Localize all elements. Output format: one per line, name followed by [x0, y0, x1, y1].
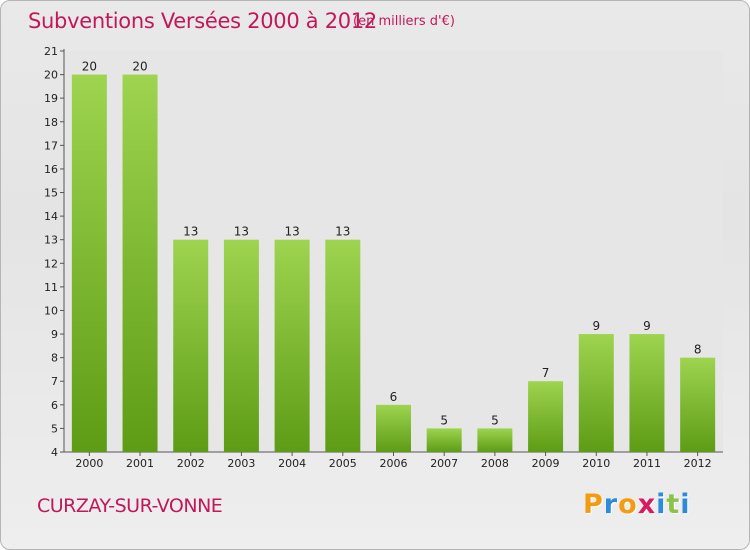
y-tick-label: 9 [51, 328, 58, 341]
data-label: 13 [234, 225, 249, 239]
x-tick-label: 2012 [684, 457, 712, 470]
data-label: 9 [592, 319, 600, 333]
bar [223, 239, 259, 452]
chart-title: Subventions Versées 2000 à 2012 [28, 9, 377, 33]
proxiti-logo: Proxiti [583, 489, 691, 520]
data-label: 13 [335, 225, 350, 239]
x-tick-label: 2008 [481, 457, 509, 470]
y-tick-label: 7 [51, 375, 58, 388]
y-tick-label: 5 [51, 422, 58, 435]
x-tick-label: 2005 [329, 457, 357, 470]
bar [426, 428, 462, 452]
data-label: 5 [491, 413, 499, 427]
bar [122, 74, 158, 453]
y-tick-label: 20 [44, 69, 58, 82]
commune-name: CURZAY-SUR-VONNE [37, 495, 223, 517]
bar [680, 357, 716, 452]
y-tick-label: 8 [51, 352, 58, 365]
y-tick-label: 18 [44, 116, 58, 129]
y-tick-label: 13 [44, 234, 58, 247]
x-tick-label: 2002 [177, 457, 205, 470]
x-tick-label: 2010 [582, 457, 610, 470]
y-tick-label: 6 [51, 399, 58, 412]
x-tick-label: 2004 [278, 457, 306, 470]
y-tick-label: 14 [44, 210, 58, 223]
bar [173, 239, 209, 452]
x-tick-label: 2000 [75, 457, 103, 470]
y-tick-label: 16 [44, 163, 58, 176]
logo-letter: i [656, 489, 667, 520]
data-label: 20 [82, 60, 97, 74]
data-label: 7 [542, 366, 550, 380]
data-label: 5 [440, 413, 448, 427]
y-tick-label: 15 [44, 187, 58, 200]
x-tick-label: 2006 [380, 457, 408, 470]
y-tick-label: 10 [44, 304, 58, 317]
data-label: 8 [694, 343, 702, 357]
data-label: 20 [132, 60, 147, 74]
bar [376, 404, 411, 452]
logo-letter: P [583, 489, 604, 520]
x-tick-label: 2011 [633, 457, 661, 470]
logo-letter: r [603, 489, 619, 520]
x-tick-label: 2007 [430, 457, 458, 470]
y-tick-label: 11 [44, 281, 58, 294]
bar [629, 334, 665, 452]
y-tick-label: 19 [44, 92, 58, 105]
logo-letter: x [637, 489, 657, 520]
data-label: 13 [284, 225, 299, 239]
logo-letter: i [680, 489, 691, 520]
logo-letter: o [618, 489, 638, 520]
x-tick-label: 2001 [126, 457, 154, 470]
bar [325, 239, 361, 452]
bar [274, 239, 310, 452]
data-label: 9 [643, 319, 651, 333]
logo-letter: t [666, 489, 681, 520]
y-tick-label: 12 [44, 257, 58, 270]
data-label: 6 [390, 390, 398, 404]
bar [71, 74, 107, 453]
y-tick-label: 21 [44, 45, 58, 58]
x-tick-label: 2003 [227, 457, 255, 470]
y-tick-label: 17 [44, 139, 58, 152]
data-label: 13 [183, 225, 198, 239]
bar [528, 381, 564, 452]
x-tick-label: 2009 [532, 457, 560, 470]
bar [578, 334, 614, 452]
chart-subtitle: (en milliers d'€) [353, 14, 455, 29]
y-tick-label: 4 [51, 446, 58, 459]
bar [477, 428, 513, 452]
